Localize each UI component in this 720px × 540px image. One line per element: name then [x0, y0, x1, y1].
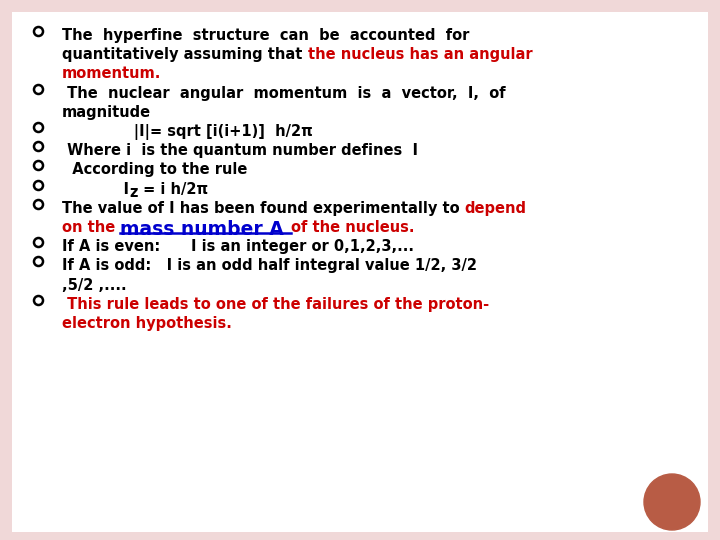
- Text: on the: on the: [62, 220, 120, 235]
- Text: momentum.: momentum.: [62, 66, 161, 82]
- Text: magnitude: magnitude: [62, 105, 151, 120]
- FancyBboxPatch shape: [12, 12, 708, 532]
- Text: mass number A: mass number A: [120, 220, 291, 239]
- Text: The value of I has been found experimentally to: The value of I has been found experiment…: [62, 201, 464, 216]
- Text: depend: depend: [464, 201, 527, 216]
- Text: |I|= sqrt [i(i+1)]  h/2π: |I|= sqrt [i(i+1)] h/2π: [62, 124, 312, 140]
- Circle shape: [644, 474, 700, 530]
- Text: The  nuclear  angular  momentum  is  a  vector,  I,  of: The nuclear angular momentum is a vector…: [62, 86, 505, 100]
- Text: ,5/2 ,....: ,5/2 ,....: [62, 278, 127, 293]
- Text: If A is odd:   I is an odd half integral value 1/2, 3/2: If A is odd: I is an odd half integral v…: [62, 259, 477, 273]
- Text: = i h/2π: = i h/2π: [138, 181, 207, 197]
- Text: quantitatively assuming that: quantitatively assuming that: [62, 47, 307, 62]
- Text: According to the rule: According to the rule: [62, 163, 248, 178]
- Text: electron hypothesis.: electron hypothesis.: [62, 316, 232, 331]
- Text: the nucleus has an angular: the nucleus has an angular: [307, 47, 532, 62]
- Text: If A is even:      I is an integer or 0,1,2,3,...: If A is even: I is an integer or 0,1,2,3…: [62, 239, 414, 254]
- Text: Where i  is the quantum number defines  I: Where i is the quantum number defines I: [62, 143, 418, 158]
- Text: This rule leads to one of the failures of the proton-: This rule leads to one of the failures o…: [62, 297, 489, 312]
- Text: The  hyperfine  structure  can  be  accounted  for: The hyperfine structure can be accounted…: [62, 28, 469, 43]
- Text: of the nucleus.: of the nucleus.: [291, 220, 414, 235]
- Text: z: z: [129, 185, 138, 200]
- Text: I: I: [62, 181, 129, 197]
